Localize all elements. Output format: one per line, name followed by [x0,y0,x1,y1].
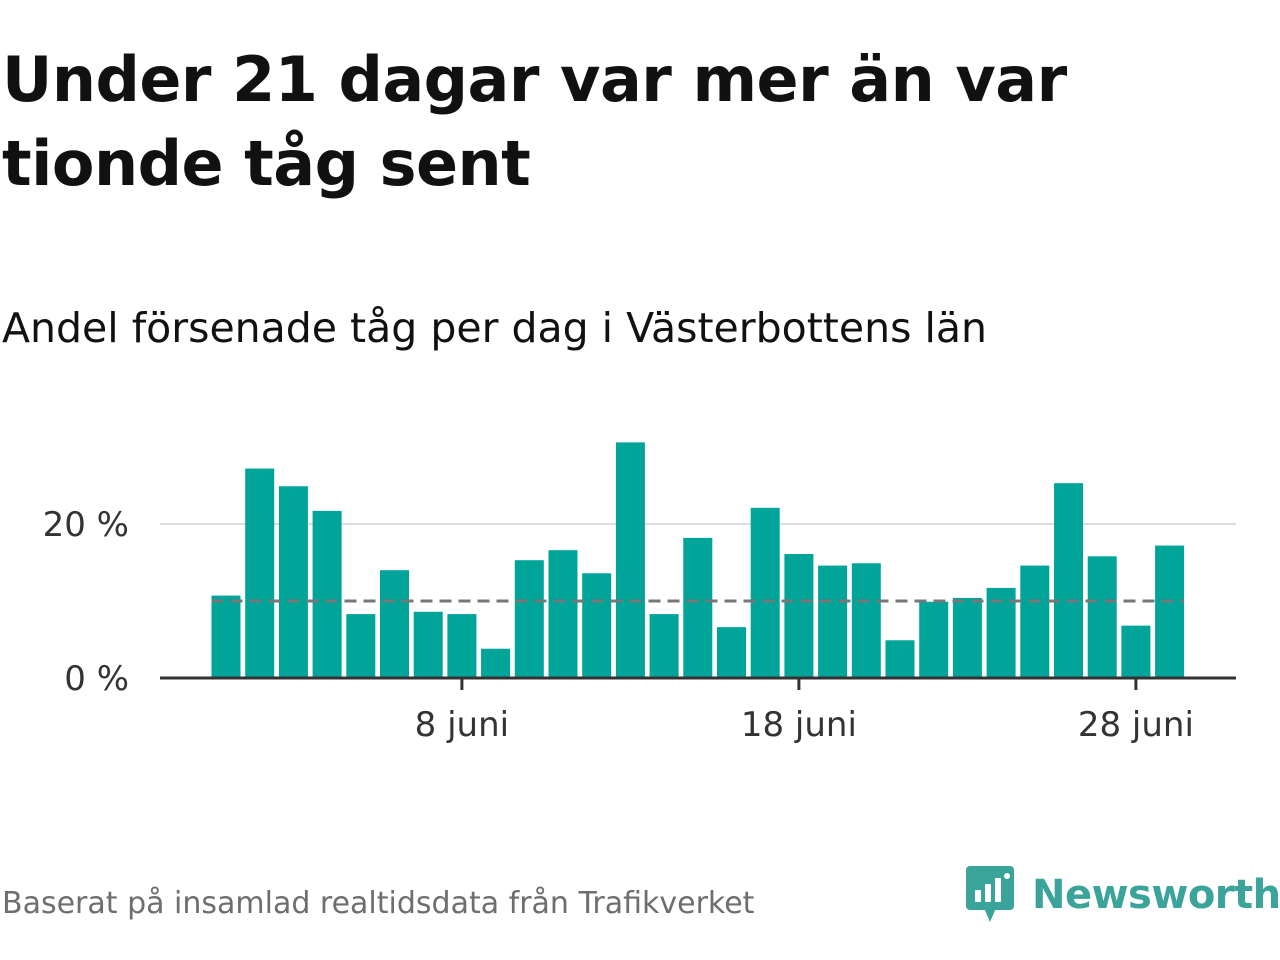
bars [211,442,1185,678]
bar [211,595,241,678]
x-tick-label: 18 juni [741,705,857,745]
bar [514,560,544,678]
axes: 0 % 20 % 8 juni 18 juni 28 juni [43,505,1236,745]
bar [851,563,881,678]
bar [1054,483,1083,678]
bar [1087,556,1117,678]
newsworthy-logo-icon [966,866,1014,922]
x-tick-label: 28 juni [1078,705,1194,745]
bar [346,614,376,678]
bar [615,442,645,678]
y-tick-label: 0 % [64,659,129,699]
bar [952,597,982,678]
bar-chart: 0 % 20 % 8 juni 18 juni 28 juni [43,442,1236,745]
source-note: Baserat på insamlad realtidsdata från Tr… [2,886,755,921]
bar [380,570,409,678]
bar [1155,545,1185,678]
bar [312,510,342,678]
chart-title: Under 21 dagar var mer än var tionde tåg… [2,43,1067,200]
bar [919,601,949,678]
bar [683,537,713,678]
bar [986,587,1016,678]
bar [481,648,511,678]
brand-logo: Newsworthy [964,864,1280,926]
y-tick-label: 20 % [43,505,129,545]
bar [1020,565,1050,678]
bar [1121,625,1151,678]
bar [784,554,814,678]
bar [548,550,578,678]
x-tick-label: 8 juni [415,705,509,745]
bar [582,573,612,678]
bar [413,611,443,678]
bar [750,507,780,678]
bar [649,614,679,678]
bar [885,640,915,678]
bar [278,486,308,678]
chart-subtitle: Andel försenade tåg per dag i Västerbott… [2,304,987,352]
bar [818,565,848,678]
bar [245,468,275,678]
brand-name: Newsworthy [1032,872,1280,918]
bar [447,614,477,678]
bar [717,627,746,678]
